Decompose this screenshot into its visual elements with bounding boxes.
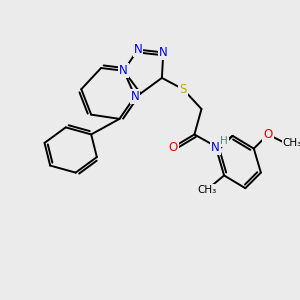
Text: H: H <box>220 136 228 146</box>
Text: O: O <box>169 141 178 154</box>
Text: N: N <box>131 90 140 103</box>
Text: N: N <box>159 46 168 59</box>
Text: CH₃: CH₃ <box>197 184 217 195</box>
Text: O: O <box>263 128 273 141</box>
Text: CH₃: CH₃ <box>282 138 300 148</box>
Text: N: N <box>119 64 128 77</box>
Text: N: N <box>211 141 220 154</box>
Text: S: S <box>179 83 187 96</box>
Text: N: N <box>134 43 142 56</box>
